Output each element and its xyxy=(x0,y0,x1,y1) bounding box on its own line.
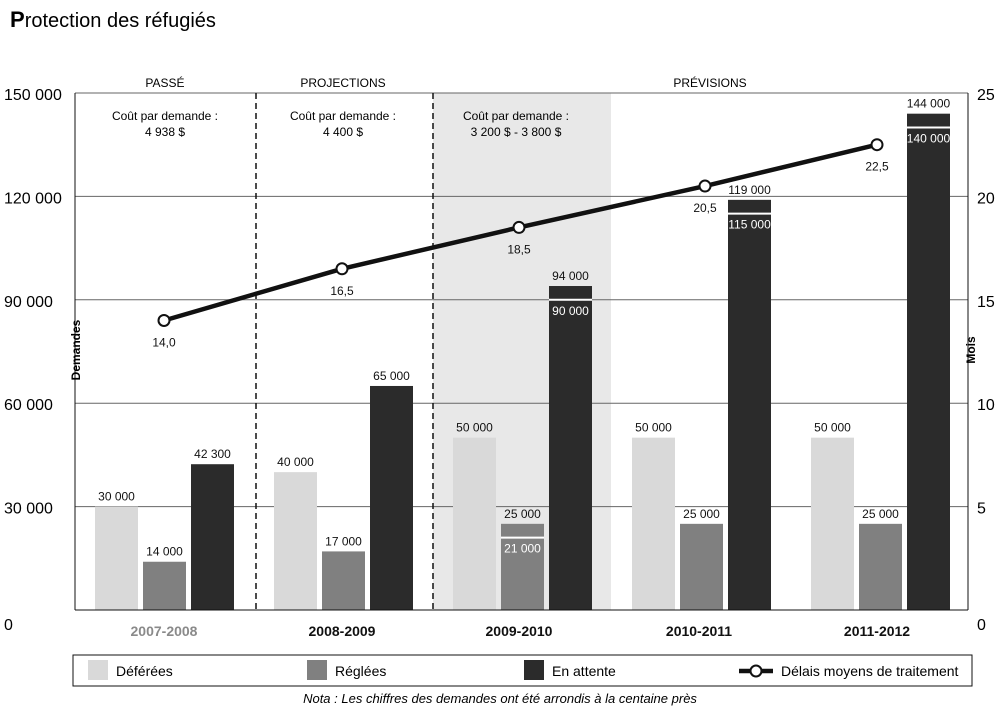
y-axis-right-title: Mois xyxy=(964,336,978,364)
bar-value-label: 42 300 xyxy=(194,447,231,461)
footnote: Nota : Les chiffres des demandes ont été… xyxy=(303,691,697,706)
bar-value-label: 50 000 xyxy=(814,421,851,435)
bar-en-attente xyxy=(370,385,413,610)
legend-swatch xyxy=(307,660,327,680)
bar-value-label: 17 000 xyxy=(325,534,362,548)
bar-value-label: 144 000 xyxy=(907,97,951,111)
bar-value-label: 50 000 xyxy=(456,421,493,435)
bar-deferees xyxy=(274,472,317,610)
y-axis-left-title: Demandes xyxy=(69,319,83,380)
processing-time-label: 22,5 xyxy=(865,160,889,174)
bar-en-attente xyxy=(191,464,234,610)
category-label: 2011-2012 xyxy=(844,623,910,639)
category-label: 2007-2008 xyxy=(131,623,198,639)
category-label: 2010-2011 xyxy=(666,623,732,639)
cost-title: Coût par demande : xyxy=(463,109,569,123)
bar-deferees xyxy=(811,437,854,610)
title-rest: rotection des réfugiés xyxy=(25,10,216,32)
cost-value: 4 400 $ xyxy=(323,125,363,139)
chart-title: Protection des réfugiés xyxy=(10,7,216,32)
legend-line-marker xyxy=(749,664,763,678)
left-tick-label: 30 000 xyxy=(4,501,53,518)
processing-time-label: 18,5 xyxy=(507,242,531,256)
right-tick-label: 10 xyxy=(977,397,995,414)
bar-inner-label: 140 000 xyxy=(907,131,951,145)
left-tick-label: 60 000 xyxy=(4,397,53,414)
category-label: 2009-2010 xyxy=(486,623,553,639)
left-tick-label: 90 000 xyxy=(4,294,53,311)
bar-value-label: 30 000 xyxy=(98,490,135,504)
left-tick-label: 0 xyxy=(4,617,13,634)
title-initial: P xyxy=(10,7,25,32)
bar-deferees xyxy=(453,437,496,610)
bar-value-label: 50 000 xyxy=(635,421,672,435)
legend-label: Délais moyens de traitement xyxy=(781,663,959,679)
legend-box xyxy=(72,654,973,687)
processing-time-label: 14,0 xyxy=(152,335,176,349)
legend-label: En attente xyxy=(552,663,616,679)
right-tick-label: 0 xyxy=(977,617,986,634)
legend-swatch xyxy=(88,660,108,680)
processing-time-point xyxy=(870,138,884,152)
bar-inner-label: 90 000 xyxy=(552,304,589,318)
cost-value: 3 200 $ - 3 800 $ xyxy=(471,125,562,139)
legend-label: Déférées xyxy=(116,663,173,679)
period-label: PROJECTIONS xyxy=(300,76,385,90)
bar-value-label: 94 000 xyxy=(552,269,589,283)
bar-deferees xyxy=(95,506,138,610)
bar-en-attente xyxy=(728,199,771,610)
processing-time-label: 20,5 xyxy=(693,201,717,215)
period-label: PASSÉ xyxy=(145,75,184,90)
cost-title: Coût par demande : xyxy=(290,109,396,123)
category-label: 2008-2009 xyxy=(309,623,376,639)
processing-time-point xyxy=(512,220,526,234)
bar-reglees xyxy=(143,561,186,610)
bar-value-label: 119 000 xyxy=(728,183,771,197)
bar-reglees xyxy=(322,551,365,610)
processing-time-point xyxy=(335,262,349,276)
bar-en-attente xyxy=(549,286,592,610)
bar-value-label: 40 000 xyxy=(277,455,314,469)
bar-value-label: 14 000 xyxy=(146,545,183,559)
processing-time-point xyxy=(698,179,712,193)
period-label: PRÉVISIONS xyxy=(673,75,746,90)
bar-inner-label: 115 000 xyxy=(728,218,771,232)
processing-time-label: 16,5 xyxy=(330,284,354,298)
bar-reglees xyxy=(859,523,902,610)
right-tick-label: 20 xyxy=(977,190,995,207)
right-tick-label: 15 xyxy=(977,294,995,311)
bar-reglees xyxy=(680,523,723,610)
bar-deferees xyxy=(632,437,675,610)
left-tick-label: 150 000 xyxy=(4,87,62,104)
cost-value: 4 938 $ xyxy=(145,125,185,139)
bar-inner-label: 21 000 xyxy=(504,542,541,556)
bar-value-label: 25 000 xyxy=(862,507,899,521)
legend-swatch xyxy=(524,660,544,680)
processing-time-point xyxy=(157,313,171,327)
bar-en-attente xyxy=(907,113,950,611)
bar-value-label: 25 000 xyxy=(504,507,541,521)
left-tick-label: 120 000 xyxy=(4,190,62,207)
right-tick-label: 25 xyxy=(977,87,995,104)
legend-label: Réglées xyxy=(335,663,386,679)
right-tick-label: 5 xyxy=(977,501,986,518)
bar-value-label: 25 000 xyxy=(683,507,720,521)
bar-value-label: 65 000 xyxy=(373,369,410,383)
cost-title: Coût par demande : xyxy=(112,109,218,123)
